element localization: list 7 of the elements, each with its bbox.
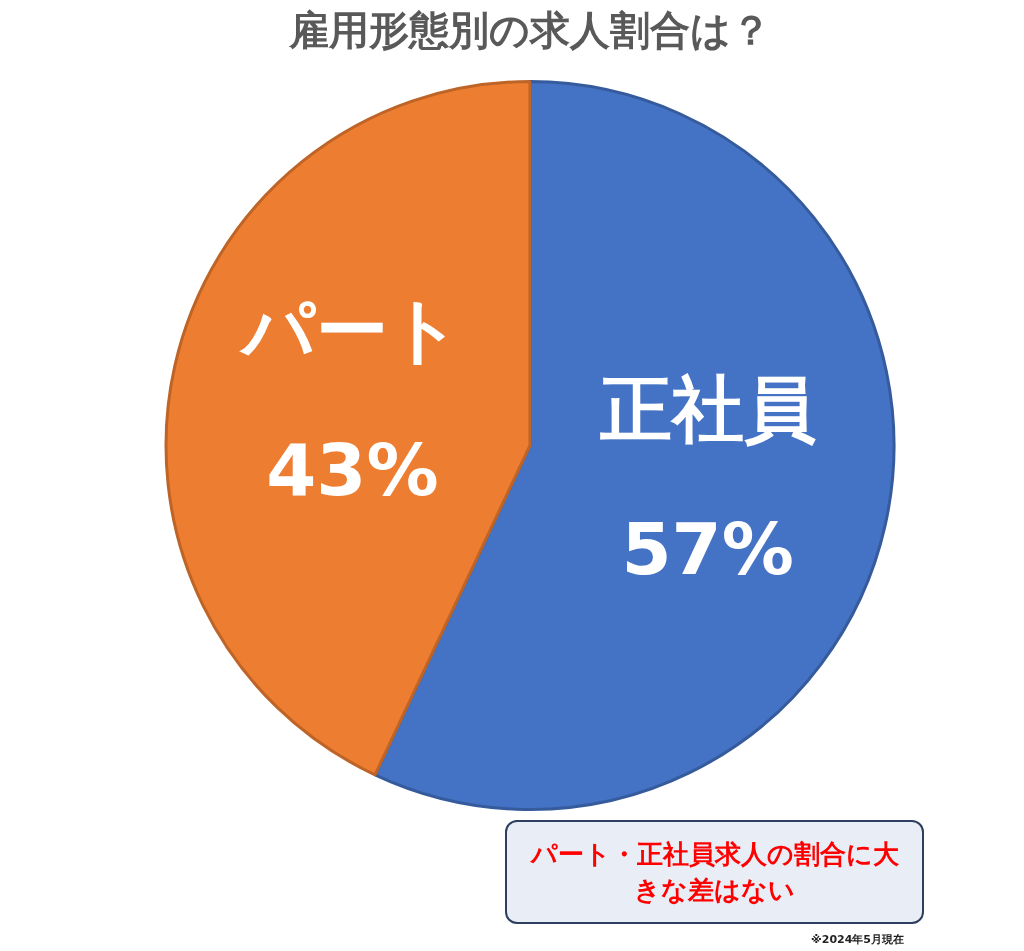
chart-title: 雇用形態別の求人割合は？ bbox=[288, 7, 771, 54]
slice-label: 正社員 bbox=[598, 366, 816, 451]
data-label: 43% bbox=[266, 427, 439, 512]
slice-label: パート bbox=[239, 287, 463, 372]
data-label: 57% bbox=[621, 506, 794, 591]
text: パート・正社員求人の割合に大きな差はない bbox=[505, 820, 924, 924]
text: ※2024年5月現在 bbox=[811, 932, 904, 947]
